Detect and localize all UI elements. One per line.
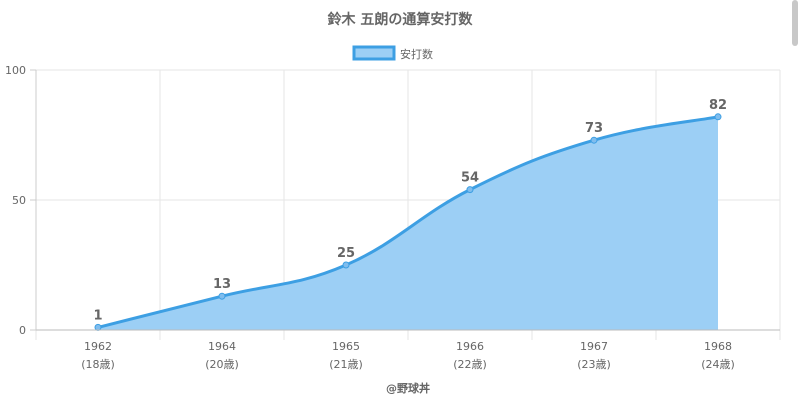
x-tick-sublabel: (22歳)	[453, 358, 487, 371]
x-tick-sublabel: (18歳)	[81, 358, 115, 371]
data-point[interactable]	[466, 186, 474, 194]
data-label: 54	[461, 171, 479, 186]
legend-label: 安打数	[400, 47, 433, 61]
y-tick-label: 0	[19, 324, 26, 337]
legend[interactable]: 安打数	[352, 45, 433, 61]
data-point[interactable]	[218, 292, 226, 300]
x-tick-label: 1967	[580, 340, 608, 353]
x-axis: 1962 (18歳) 1964 (20歳) 1965 (21歳) 1966 (22歳) 1967…	[36, 329, 780, 371]
data-points	[94, 113, 722, 331]
x-tick-sublabel: (24歳)	[701, 358, 735, 371]
y-tick-label: 100	[5, 64, 26, 77]
x-tick-label: 1968	[704, 340, 732, 353]
y-axis: 0 50 100	[5, 64, 37, 337]
x-tick-label: 1965	[332, 340, 360, 353]
data-labels: 1 13 25 54 73 82	[93, 98, 727, 324]
y-tick-label: 50	[12, 194, 26, 207]
x-tick-sublabel: (21歳)	[329, 358, 363, 371]
data-point[interactable]	[590, 136, 598, 144]
scrollbar[interactable]	[792, 0, 798, 46]
x-tick-sublabel: (23歳)	[577, 358, 611, 371]
x-tick-label: 1962	[84, 340, 112, 353]
series-line	[97, 115, 719, 329]
area-fill	[98, 116, 718, 330]
data-label: 1	[93, 308, 102, 323]
area-series	[97, 115, 719, 330]
x-tick-label: 1964	[208, 340, 236, 353]
data-label: 73	[585, 121, 603, 136]
data-point[interactable]	[342, 261, 350, 269]
data-label: 13	[213, 277, 231, 292]
x-tick-label: 1966	[456, 340, 484, 353]
footer-credit: @野球丼	[386, 381, 430, 395]
data-point[interactable]	[714, 113, 722, 121]
x-tick-sublabel: (20歳)	[205, 358, 239, 371]
legend-swatch	[352, 45, 396, 61]
data-label: 25	[337, 246, 355, 261]
chart-title: 鈴木 五朗の通算安打数	[328, 11, 474, 28]
data-label: 82	[709, 98, 727, 113]
